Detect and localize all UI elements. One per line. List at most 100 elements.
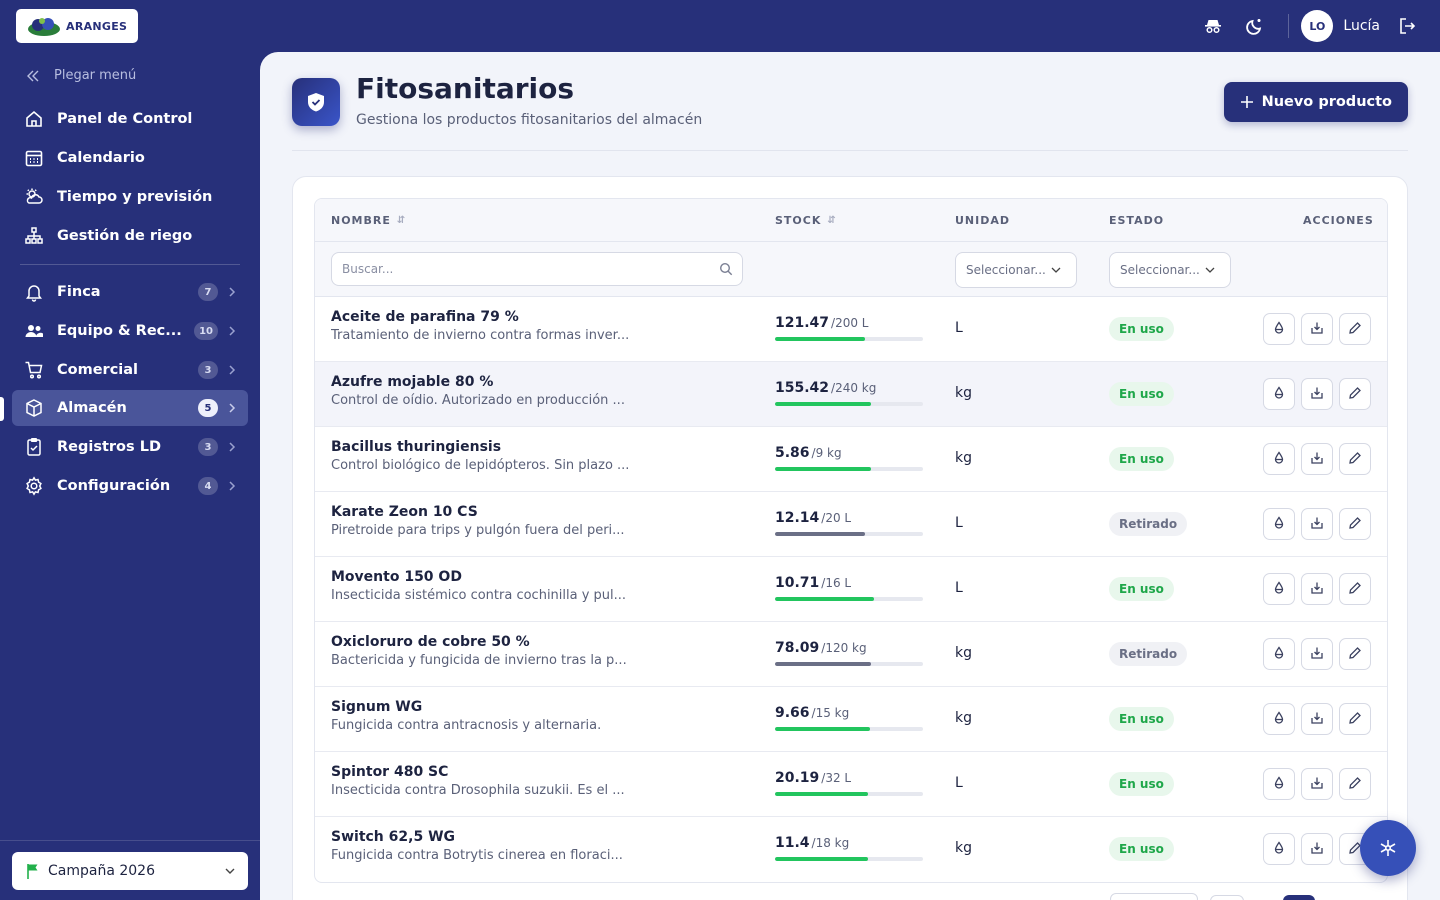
edit-button[interactable]: [1339, 508, 1371, 540]
apply-treatment-button[interactable]: [1263, 313, 1295, 345]
table-row[interactable]: Oxicloruro de cobre 50 % Bactericida y fu…: [315, 622, 1387, 687]
stock-entry-button[interactable]: [1301, 443, 1333, 475]
table-row[interactable]: Movento 150 OD Insecticida sistémico cont…: [315, 557, 1387, 622]
pagination-current-page[interactable]: [1283, 895, 1315, 900]
weather-icon: [24, 187, 44, 207]
sidebar-item-comercial[interactable]: Comercial 3: [12, 352, 248, 388]
status-badge: En uso: [1109, 447, 1174, 471]
unit-cell: L: [955, 580, 963, 596]
column-header-stock[interactable]: STOCK ⇵: [775, 199, 837, 242]
table-row[interactable]: Karate Zeon 10 CS Piretroide para trips y…: [315, 492, 1387, 557]
settings-icon: [24, 476, 44, 496]
apply-treatment-button[interactable]: [1263, 378, 1295, 410]
apply-treatment-button[interactable]: [1263, 573, 1295, 605]
box-icon: [24, 398, 44, 418]
sidebar-item-tiempo[interactable]: Tiempo y previsión: [12, 179, 248, 215]
product-description: Fungicida contra Botrytis cinerea en flo…: [331, 848, 623, 863]
sidebar-item-finca[interactable]: Finca 7: [12, 274, 248, 310]
column-label: STOCK: [775, 214, 822, 227]
edit-button[interactable]: [1339, 768, 1371, 800]
stock-entry-button[interactable]: [1301, 313, 1333, 345]
sidebar-item-gestion-riego[interactable]: Gestión de riego: [12, 218, 248, 254]
count-badge: 10: [194, 322, 218, 340]
table-row[interactable]: Spintor 480 SC Insecticida contra Drosoph…: [315, 752, 1387, 817]
sidebar-item-label: Gestión de riego: [57, 228, 193, 244]
snowflake-icon: [1380, 840, 1396, 856]
status-badge: En uso: [1109, 707, 1174, 731]
assistant-fab-button[interactable]: [1360, 820, 1416, 876]
unit-filter-select[interactable]: Seleccionar...: [955, 252, 1077, 288]
user-name[interactable]: Lucía: [1343, 18, 1380, 34]
sidebar-item-label: Panel de Control: [57, 111, 193, 127]
stock-entry-button[interactable]: [1301, 703, 1333, 735]
download-tray-icon: [1310, 580, 1324, 599]
edit-button[interactable]: [1339, 443, 1371, 475]
column-header-name[interactable]: NOMBRE ⇵: [331, 199, 406, 242]
pagination-button[interactable]: [1210, 895, 1244, 900]
table-body: Aceite de parafina 79 % Tratamiento de in…: [315, 297, 1387, 882]
table-row[interactable]: Azufre mojable 80 % Control de oídio. Aut…: [315, 362, 1387, 427]
stock-entry-button[interactable]: [1301, 573, 1333, 605]
apply-treatment-button[interactable]: [1263, 508, 1295, 540]
edit-button[interactable]: [1339, 313, 1371, 345]
unit-cell: kg: [955, 840, 972, 856]
new-product-label: Nuevo producto: [1261, 94, 1392, 110]
incognito-icon[interactable]: [1204, 17, 1222, 35]
apply-treatment-button[interactable]: [1263, 638, 1295, 670]
logo[interactable]: ARANGES: [16, 9, 138, 43]
sidebar-item-configuracion[interactable]: Configuración 4: [12, 468, 248, 504]
download-tray-icon: [1310, 645, 1324, 664]
logo-icon: [28, 18, 60, 36]
product-name: Spintor 480 SC: [331, 764, 449, 780]
stock-cell: 12.14/20 L: [775, 510, 925, 536]
logo-text: ARANGES: [66, 19, 128, 33]
status-badge: Retirado: [1109, 512, 1188, 536]
stock-progress-bar: [775, 662, 923, 666]
filter-row: Seleccionar... Seleccionar...: [315, 242, 1387, 297]
count-badge: 3: [198, 361, 218, 379]
table-row[interactable]: Signum WG Fungicida contra antracnosis y …: [315, 687, 1387, 752]
stock-entry-button[interactable]: [1301, 378, 1333, 410]
product-name: Movento 150 OD: [331, 569, 462, 585]
row-actions: [1263, 638, 1371, 670]
product-description: Fungicida contra antracnosis y alternari…: [331, 718, 602, 733]
search-input[interactable]: [331, 252, 743, 286]
stock-cell: 9.66/15 kg: [775, 705, 925, 731]
sidebar-item-equipo[interactable]: Equipo & Rec... 10: [12, 313, 248, 349]
campaign-select[interactable]: Campaña 2026: [12, 852, 248, 890]
apply-treatment-button[interactable]: [1263, 768, 1295, 800]
edit-button[interactable]: [1339, 703, 1371, 735]
table-row[interactable]: Aceite de parafina 79 % Tratamiento de in…: [315, 297, 1387, 362]
stock-entry-button[interactable]: [1301, 508, 1333, 540]
status-filter-select[interactable]: Seleccionar...: [1109, 252, 1231, 288]
sidebar-item-label: Finca: [57, 284, 101, 300]
stock-entry-button[interactable]: [1301, 768, 1333, 800]
edit-button[interactable]: [1339, 638, 1371, 670]
edit-button[interactable]: [1339, 378, 1371, 410]
shield-icon: [292, 78, 340, 126]
apply-treatment-button[interactable]: [1263, 703, 1295, 735]
sidebar-item-panel-de-control[interactable]: Panel de Control: [12, 101, 248, 137]
edit-button[interactable]: [1339, 573, 1371, 605]
stock-value: 12.14: [775, 510, 820, 526]
sort-icon: ⇵: [827, 215, 837, 226]
apply-treatment-button[interactable]: [1263, 833, 1295, 865]
sidebar-item-calendario[interactable]: Calendario: [12, 140, 248, 176]
products-card: NOMBRE ⇵ STOCK ⇵ UNIDAD ESTADO ACCIONES Se…: [292, 176, 1408, 900]
row-actions: [1263, 443, 1371, 475]
column-label: UNIDAD: [955, 214, 1011, 227]
stock-entry-button[interactable]: [1301, 638, 1333, 670]
sidebar-item-registros[interactable]: Registros LD 3: [12, 429, 248, 465]
new-product-button[interactable]: Nuevo producto: [1223, 82, 1408, 122]
page-size-select[interactable]: [1110, 893, 1198, 900]
logout-icon[interactable]: [1398, 17, 1416, 35]
table-row[interactable]: Bacillus thuringiensis Control biológico …: [315, 427, 1387, 492]
product-description: Insecticida sistémico contra cochinilla …: [331, 588, 627, 603]
moon-icon[interactable]: [1246, 17, 1264, 35]
stock-entry-button[interactable]: [1301, 833, 1333, 865]
sidebar-item-almacen[interactable]: Almacén 5: [12, 390, 248, 426]
table-row[interactable]: Switch 62,5 WG Fungicida contra Botrytis …: [315, 817, 1387, 882]
collapse-menu-button[interactable]: Plegar menú: [26, 68, 136, 83]
avatar[interactable]: LO: [1301, 10, 1334, 42]
apply-treatment-button[interactable]: [1263, 443, 1295, 475]
